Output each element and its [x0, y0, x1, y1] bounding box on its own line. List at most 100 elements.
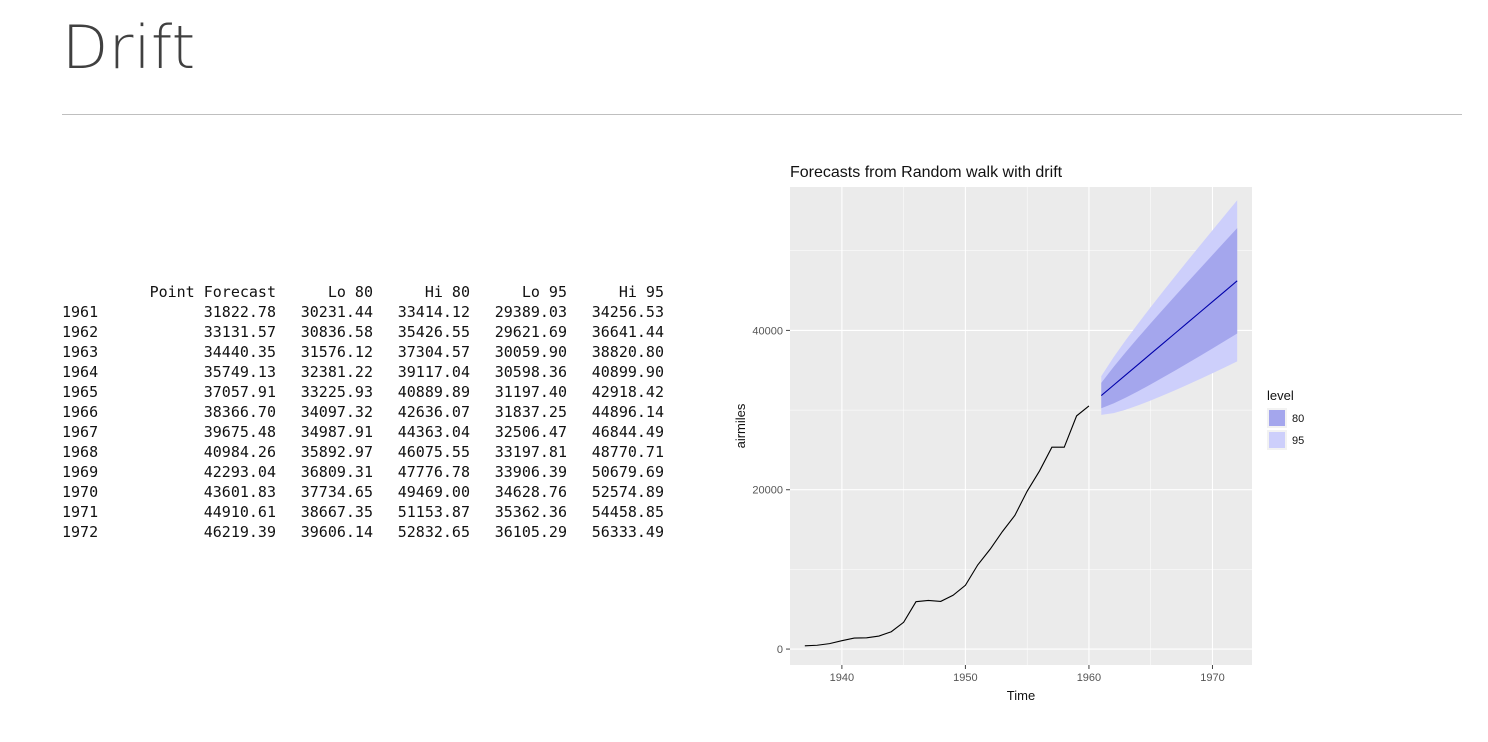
table-cell: 33225.93 [300, 383, 373, 401]
table-cell: 35362.36 [494, 503, 567, 521]
table-cell: 37304.57 [397, 343, 470, 361]
table-cell: 30598.36 [494, 363, 567, 381]
table-cell: 51153.87 [397, 503, 470, 521]
table-cell: 29621.69 [494, 323, 567, 341]
table-row: 1965 37057.91 33225.93 40889.89 31197.40 4291… [62, 382, 664, 402]
table-row-year: 1963 [62, 343, 99, 361]
table-cell: 35749.13 [203, 363, 276, 381]
table-cell: 46219.39 [203, 523, 276, 541]
y-axis-title: airmiles [733, 403, 748, 448]
table-row: 1972 46219.39 39606.14 52832.65 36105.29 5633… [62, 522, 664, 542]
table-cell: 40899.90 [591, 363, 664, 381]
table-cell: 40889.89 [397, 383, 470, 401]
table-cell: 38820.80 [591, 343, 664, 361]
table-row-year: 1961 [62, 303, 99, 321]
table-cell: 32381.22 [300, 363, 373, 381]
table-row: 1970 43601.83 37734.65 49469.00 34628.76 5257… [62, 482, 664, 502]
y-tick-label: 20000 [752, 485, 783, 497]
table-cell: 30231.44 [300, 303, 373, 321]
table-cell: 42918.42 [591, 383, 664, 401]
table-row: 1962 33131.57 30836.58 35426.55 29621.69 3664… [62, 322, 664, 342]
table-cell: 39675.48 [203, 423, 276, 441]
table-cell: 30059.90 [494, 343, 567, 361]
table-cell: 46844.49 [591, 423, 664, 441]
table-cell: 33197.81 [494, 443, 567, 461]
table-cell: 33131.57 [203, 323, 276, 341]
table-cell: 31197.40 [494, 383, 567, 401]
table-cell: 34097.32 [300, 403, 373, 421]
table-cell: 37057.91 [203, 383, 276, 401]
table-row: 1968 40984.26 35892.97 46075.55 33197.81 4877… [62, 442, 664, 462]
table-header-point-forecast: Point Forecast [149, 283, 276, 301]
y-tick-label: 40000 [752, 325, 783, 337]
forecast-series-line [1100, 280, 1238, 396]
table-row-year: 1968 [62, 443, 99, 461]
table-cell: 34256.53 [591, 303, 664, 321]
table-cell: 52574.89 [591, 483, 664, 501]
legend-swatch-95 [1269, 432, 1285, 448]
table-cell: 46075.55 [397, 443, 470, 461]
table-cell: 33906.39 [494, 463, 567, 481]
table-row-year: 1970 [62, 483, 99, 501]
table-row-year: 1969 [62, 463, 99, 481]
table-cell: 31837.25 [494, 403, 567, 421]
y-tick-label: 0 [777, 644, 783, 656]
table-header-hi95: Hi 95 [618, 283, 664, 301]
table-row: 1964 35749.13 32381.22 39117.04 30598.36 4089… [62, 362, 664, 382]
table-row-year: 1971 [62, 503, 99, 521]
legend-swatch-80 [1269, 410, 1285, 426]
table-row: 1971 44910.61 38667.35 51153.87 35362.36 5445… [62, 502, 664, 522]
table-cell: 38366.70 [203, 403, 276, 421]
table-cell: 39606.14 [300, 523, 373, 541]
table-row: 1966 38366.70 34097.32 42636.07 31837.25 4489… [62, 402, 664, 422]
chart-title: Forecasts from Random walk with drift [790, 164, 1063, 181]
title-divider [62, 114, 1462, 115]
table-cell: 35426.55 [397, 323, 470, 341]
table-cell: 47776.78 [397, 463, 470, 481]
table-row-year: 1965 [62, 383, 99, 401]
table-row: 1961 31822.78 30231.44 33414.12 29389.03 3425… [62, 302, 664, 322]
slide-title: Drift [62, 13, 196, 83]
table-cell: 30836.58 [300, 323, 373, 341]
plot-panel [790, 187, 1252, 665]
table-header-hi80: Hi 80 [424, 283, 470, 301]
x-tick-label: 1960 [1077, 672, 1101, 684]
forecast-chart: Forecasts from Random walk with drift 194… [733, 164, 1304, 703]
table-cell: 34987.91 [300, 423, 373, 441]
table-cell: 39117.04 [397, 363, 470, 381]
table-row: 1963 34440.35 31576.12 37304.57 30059.90 3882… [62, 342, 664, 362]
band-80 [1101, 228, 1238, 409]
table-cell: 44896.14 [591, 403, 664, 421]
table-cell: 37734.65 [300, 483, 373, 501]
x-tick-label: 1940 [830, 672, 854, 684]
table-cell: 42636.07 [397, 403, 470, 421]
table-cell: 32506.47 [494, 423, 567, 441]
history-series-line [804, 405, 1090, 647]
table-cell: 49469.00 [397, 483, 470, 501]
table-cell: 36809.31 [300, 463, 373, 481]
x-axis-title: Time [1007, 688, 1035, 703]
table-header-lo80: Lo 80 [327, 283, 373, 301]
table-row: 1967 39675.48 34987.91 44363.04 32506.47 4684… [62, 422, 664, 442]
table-cell: 50679.69 [591, 463, 664, 481]
table-cell: 33414.12 [397, 303, 470, 321]
table-header-lo95: Lo 95 [521, 283, 567, 301]
table-cell: 44363.04 [397, 423, 470, 441]
legend-title: level [1267, 388, 1294, 403]
legend-label: 95 [1292, 435, 1304, 447]
table-row-year: 1962 [62, 323, 99, 341]
table-cell: 38667.35 [300, 503, 373, 521]
table-cell: 42293.04 [203, 463, 276, 481]
table-cell: 52832.65 [397, 523, 470, 541]
table-row-year: 1972 [62, 523, 99, 541]
table-header-row: Point Forecast Lo 80 Hi 80 Lo 95 Hi 95 [62, 282, 664, 302]
table-header-corner [62, 282, 116, 302]
table-row: 1969 42293.04 36809.31 47776.78 33906.39 5067… [62, 462, 664, 482]
table-cell: 44910.61 [203, 503, 276, 521]
table-cell: 31576.12 [300, 343, 373, 361]
table-row-year: 1964 [62, 363, 99, 381]
table-cell: 31822.78 [203, 303, 276, 321]
x-tick-label: 1970 [1200, 672, 1224, 684]
table-cell: 54458.85 [591, 503, 664, 521]
table-row-year: 1966 [62, 403, 99, 421]
